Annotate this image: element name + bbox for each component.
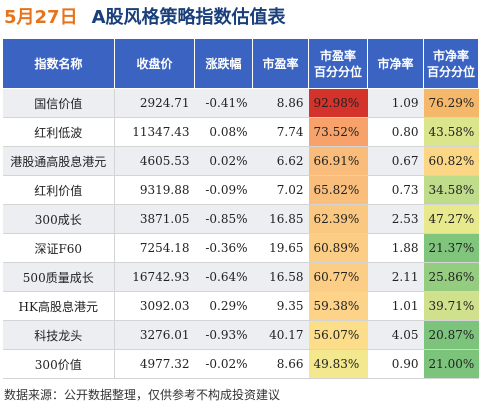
- cell-pb: 1.88: [367, 233, 424, 263]
- cell-change: -0.93%: [194, 320, 253, 350]
- cell-index-name: 国信价值: [2, 88, 115, 118]
- cell-pb-percentile: 25.86%: [423, 262, 479, 292]
- cell-pe-percentile: 60.89%: [308, 233, 368, 263]
- cell-index-name: 深证F60: [2, 233, 115, 263]
- cell-index-name: 300价值: [2, 349, 115, 379]
- cell-change: 0.08%: [194, 117, 253, 147]
- table-row: 深证F60 7254.18 -0.36% 19.65 60.89% 1.88 21.37%: [2, 233, 479, 263]
- cell-close: 11347.43: [114, 117, 195, 147]
- cell-pb: 1.09: [367, 88, 424, 118]
- cell-pe: 40.17: [252, 320, 309, 350]
- table-row: 港股通高股息港元 4605.53 0.02% 6.62 66.91% 0.67 60.82%: [2, 146, 479, 176]
- cell-pe: 6.62: [252, 146, 309, 176]
- cell-pe-percentile: 73.52%: [308, 117, 368, 147]
- cell-change: -0.85%: [194, 204, 253, 234]
- cell-pb: 0.73: [367, 175, 424, 205]
- column-header-pe: 市盈率: [252, 38, 309, 89]
- table-header-row: 指数名称 收盘价 涨跌幅 市盈率 市盈率 百分分位 市净率 市净率 百分分位: [2, 38, 479, 89]
- column-header-pb: 市净率: [367, 38, 424, 89]
- table-row: 国信价值 2924.71 -0.41% 8.86 92.98% 1.09 76.29%: [2, 88, 479, 118]
- cell-pb-percentile: 21.00%: [423, 349, 479, 379]
- cell-close: 3092.03: [114, 291, 195, 321]
- table-row: 500质量成长 16742.93 -0.64% 16.58 60.77% 2.11 25.8…: [2, 262, 479, 292]
- cell-index-name: 红利低波: [2, 117, 115, 147]
- cell-pb-percentile: 43.58%: [423, 117, 479, 147]
- title-main: A股风格策略指数估值表: [91, 7, 286, 28]
- table-row: HK高股息港元 3092.03 0.29% 9.35 59.38% 1.01 39.71%: [2, 291, 479, 321]
- cell-change: -0.41%: [194, 88, 253, 118]
- cell-pb: 0.67: [367, 146, 424, 176]
- cell-close: 3871.05: [114, 204, 195, 234]
- cell-pe: 7.02: [252, 175, 309, 205]
- cell-index-name: 红利价值: [2, 175, 115, 205]
- cell-change: -0.09%: [194, 175, 253, 205]
- column-header-name: 指数名称: [2, 38, 115, 89]
- cell-pb: 2.11: [367, 262, 424, 292]
- cell-pb-percentile: 20.87%: [423, 320, 479, 350]
- cell-pe-percentile: 56.07%: [308, 320, 368, 350]
- cell-change: -0.36%: [194, 233, 253, 263]
- cell-pe: 16.58: [252, 262, 309, 292]
- source-note: 数据来源：公开数据整理，仅供参考不构成投资建议: [4, 388, 281, 402]
- cell-pe-percentile: 49.83%: [308, 349, 368, 379]
- cell-close: 9319.88: [114, 175, 195, 205]
- valuation-table: 指数名称 收盘价 涨跌幅 市盈率 市盈率 百分分位 市净率 市净率 百分分位 国…: [2, 38, 479, 379]
- table-row: 300价值 4977.32 -0.02% 8.66 49.83% 0.90 21.00%: [2, 349, 479, 379]
- cell-pe: 16.85: [252, 204, 309, 234]
- cell-close: 2924.71: [114, 88, 195, 118]
- cell-pb-percentile: 60.82%: [423, 146, 479, 176]
- cell-pe: 8.66: [252, 349, 309, 379]
- column-header-close: 收盘价: [114, 38, 195, 89]
- cell-index-name: 300成长: [2, 204, 115, 234]
- column-header-change: 涨跌幅: [194, 38, 253, 89]
- cell-close: 4977.32: [114, 349, 195, 379]
- cell-index-name: HK高股息港元: [2, 291, 115, 321]
- cell-pb: 1.01: [367, 291, 424, 321]
- cell-close: 4605.53: [114, 146, 195, 176]
- column-header-pe-pct: 市盈率 百分分位: [308, 38, 368, 89]
- cell-pb-percentile: 47.27%: [423, 204, 479, 234]
- page-title: 5月27日 A股风格策略指数估值表: [4, 2, 286, 30]
- cell-pe: 9.35: [252, 291, 309, 321]
- table-row: 300成长 3871.05 -0.85% 16.85 62.39% 2.53 47.27%: [2, 204, 479, 234]
- cell-pb-percentile: 39.71%: [423, 291, 479, 321]
- cell-pb-percentile: 21.37%: [423, 233, 479, 263]
- cell-pe-percentile: 66.91%: [308, 146, 368, 176]
- cell-pb-percentile: 34.58%: [423, 175, 479, 205]
- cell-close: 16742.93: [114, 262, 195, 292]
- cell-close: 7254.18: [114, 233, 195, 263]
- cell-pe-percentile: 59.38%: [308, 291, 368, 321]
- cell-change: 0.02%: [194, 146, 253, 176]
- cell-close: 3276.01: [114, 320, 195, 350]
- column-header-pb-pct: 市净率 百分分位: [423, 38, 479, 89]
- cell-change: -0.02%: [194, 349, 253, 379]
- cell-pb: 4.05: [367, 320, 424, 350]
- cell-index-name: 港股通高股息港元: [2, 146, 115, 176]
- cell-pb-percentile: 76.29%: [423, 88, 479, 118]
- table-row: 红利低波 11347.43 0.08% 7.74 73.52% 0.80 43.58%: [2, 117, 479, 147]
- cell-pe: 7.74: [252, 117, 309, 147]
- title-date: 5月27日: [4, 7, 78, 28]
- table-row: 科技龙头 3276.01 -0.93% 40.17 56.07% 4.05 20.87%: [2, 320, 479, 350]
- cell-pe-percentile: 65.82%: [308, 175, 368, 205]
- cell-pb: 0.80: [367, 117, 424, 147]
- cell-index-name: 500质量成长: [2, 262, 115, 292]
- cell-pb: 0.90: [367, 349, 424, 379]
- cell-pe-percentile: 62.39%: [308, 204, 368, 234]
- table-row: 红利价值 9319.88 -0.09% 7.02 65.82% 0.73 34.58%: [2, 175, 479, 205]
- cell-pe: 8.86: [252, 88, 309, 118]
- cell-pe-percentile: 92.98%: [308, 88, 368, 118]
- cell-index-name: 科技龙头: [2, 320, 115, 350]
- cell-change: -0.64%: [194, 262, 253, 292]
- cell-pb: 2.53: [367, 204, 424, 234]
- cell-change: 0.29%: [194, 291, 253, 321]
- cell-pe: 19.65: [252, 233, 309, 263]
- cell-pe-percentile: 60.77%: [308, 262, 368, 292]
